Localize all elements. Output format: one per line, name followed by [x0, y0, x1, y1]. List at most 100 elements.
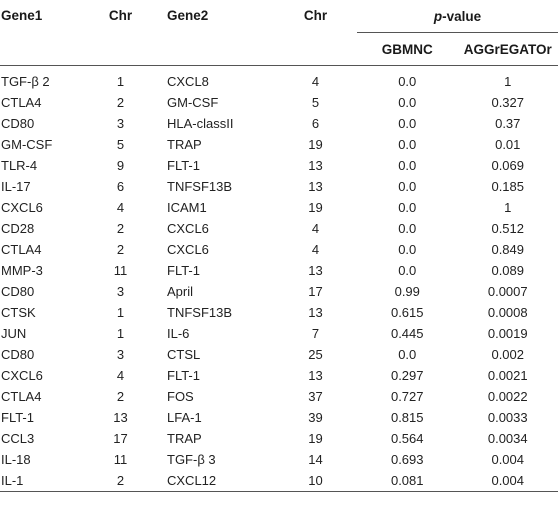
- cell-gene2: TRAP: [167, 137, 202, 152]
- cell-gene2: TGF-β 3: [167, 452, 216, 467]
- cell-gbmnc: 0.815: [390, 410, 424, 425]
- cell-chr2: 4: [311, 221, 320, 236]
- cell-chr1: 1: [116, 305, 125, 320]
- header-pvalue: p-value: [357, 0, 558, 33]
- cell-chr2: 13: [308, 263, 323, 278]
- table-row: TLR-4 9 FLT-1 13 0.0 0.069: [0, 155, 558, 176]
- cell-chr2: 13: [308, 179, 323, 194]
- table-row: CXCL6 4 FLT-1 13 0.297 0.0021: [0, 365, 558, 386]
- cell-gene1: IL-17: [1, 179, 31, 194]
- cell-gene1: CTLA4: [1, 95, 42, 110]
- table-header: Gene1 Chr Gene2 Chr p-value GBMNC AGGrEG…: [0, 0, 558, 66]
- cell-gene2: LFA-1: [167, 410, 202, 425]
- cell-chr1: 5: [116, 137, 125, 152]
- cell-gene1: IL-1: [1, 473, 24, 488]
- cell-gene1: MMP-3: [1, 263, 43, 278]
- table-row: CD28 2 CXCL6 4 0.0 0.512: [0, 218, 558, 239]
- cell-gbmnc: 0.693: [390, 452, 424, 467]
- cell-chr2: 4: [311, 74, 320, 89]
- cell-chr2: 5: [311, 95, 320, 110]
- cell-chr1: 13: [113, 410, 128, 425]
- cell-gene1: TLR-4: [1, 158, 38, 173]
- cell-aggregator: 1: [504, 200, 512, 215]
- cell-gene1: GM-CSF: [1, 137, 53, 152]
- cell-gbmnc: 0.0: [398, 137, 417, 152]
- cell-chr2: 39: [308, 410, 323, 425]
- cell-gene1: CD28: [1, 221, 35, 236]
- cell-chr2: 25: [308, 347, 323, 362]
- cell-aggregator: 1: [504, 74, 512, 89]
- cell-chr2: 13: [308, 368, 323, 383]
- cell-gbmnc: 0.0: [398, 263, 417, 278]
- cell-chr1: 4: [116, 200, 125, 215]
- cell-gene2: IL-6: [167, 326, 190, 341]
- cell-chr1: 4: [116, 368, 125, 383]
- cell-chr1: 2: [116, 389, 125, 404]
- cell-chr2: 19: [308, 137, 323, 152]
- cell-gbmnc: 0.0: [398, 158, 417, 173]
- cell-gbmnc: 0.564: [390, 431, 424, 446]
- cell-chr2: 19: [308, 200, 323, 215]
- cell-gbmnc: 0.297: [390, 368, 424, 383]
- header-chr1: Chr: [83, 0, 158, 66]
- header-gbmnc: GBMNC: [357, 32, 458, 66]
- table-row: CTLA4 2 CXCL6 4 0.0 0.849: [0, 239, 558, 260]
- table-row: GM-CSF 5 TRAP 19 0.0 0.01: [0, 134, 558, 155]
- cell-chr1: 2: [116, 242, 125, 257]
- cell-gene2: CXCL6: [167, 221, 209, 236]
- cell-gene2: TNFSF13B: [167, 179, 233, 194]
- header-pvalue-p: p: [433, 8, 443, 24]
- header-pvalue-suffix: -value: [442, 8, 482, 24]
- cell-gbmnc: 0.0: [398, 116, 417, 131]
- cell-chr2: 13: [308, 158, 323, 173]
- cell-aggregator: 0.327: [491, 95, 525, 110]
- cell-aggregator: 0.0022: [487, 389, 528, 404]
- cell-aggregator: 0.0034: [487, 431, 528, 446]
- cell-chr1: 3: [116, 116, 125, 131]
- cell-chr1: 1: [116, 326, 125, 341]
- cell-chr2: 14: [308, 452, 323, 467]
- cell-aggregator: 0.0021: [487, 368, 528, 383]
- cell-aggregator: 0.01: [495, 137, 521, 152]
- cell-chr1: 2: [116, 221, 125, 236]
- cell-aggregator: 0.849: [491, 242, 525, 257]
- cell-gene2: HLA-classII: [167, 116, 234, 131]
- cell-aggregator: 0.089: [491, 263, 525, 278]
- cell-gene1: CXCL6: [1, 200, 43, 215]
- header-gene2: Gene2: [158, 0, 274, 66]
- cell-chr1: 3: [116, 347, 125, 362]
- table-row: IL-1 2 CXCL12 10 0.081 0.004: [0, 470, 558, 492]
- cell-chr1: 2: [116, 473, 125, 488]
- table-row: CXCL6 4 ICAM1 19 0.0 1: [0, 197, 558, 218]
- cell-aggregator: 0.0008: [487, 305, 528, 320]
- table-row: CD80 3 CTSL 25 0.0 0.002: [0, 344, 558, 365]
- cell-gene1: CCL3: [1, 431, 35, 446]
- cell-gene2: April: [167, 284, 194, 299]
- cell-gene2: FLT-1: [167, 368, 200, 383]
- cell-chr2: 4: [311, 242, 320, 257]
- cell-gene2: TRAP: [167, 431, 202, 446]
- cell-chr1: 2: [116, 95, 125, 110]
- cell-chr1: 1: [116, 74, 125, 89]
- table-row: CTLA4 2 GM-CSF 5 0.0 0.327: [0, 92, 558, 113]
- cell-gene2: FOS: [167, 389, 194, 404]
- cell-gene1: FLT-1: [1, 410, 34, 425]
- cell-gene1: CD80: [1, 116, 35, 131]
- cell-aggregator: 0.512: [491, 221, 525, 236]
- cell-gene1: JUN: [1, 326, 27, 341]
- cell-gene1: CTSK: [1, 305, 36, 320]
- cell-gbmnc: 0.727: [390, 389, 424, 404]
- table-row: MMP-3 11 FLT-1 13 0.0 0.089: [0, 260, 558, 281]
- cell-chr2: 6: [311, 116, 320, 131]
- cell-chr1: 11: [113, 452, 128, 467]
- cell-gbmnc: 0.0: [398, 74, 417, 89]
- cell-gene1: TGF-β 2: [1, 74, 50, 89]
- cell-chr1: 3: [116, 284, 125, 299]
- cell-gene2: GM-CSF: [167, 95, 219, 110]
- cell-gene2: FLT-1: [167, 158, 200, 173]
- cell-aggregator: 0.069: [491, 158, 525, 173]
- cell-gene2: TNFSF13B: [167, 305, 233, 320]
- cell-gbmnc: 0.0: [398, 347, 417, 362]
- cell-gene1: CD80: [1, 347, 35, 362]
- cell-gbmnc: 0.0: [398, 179, 417, 194]
